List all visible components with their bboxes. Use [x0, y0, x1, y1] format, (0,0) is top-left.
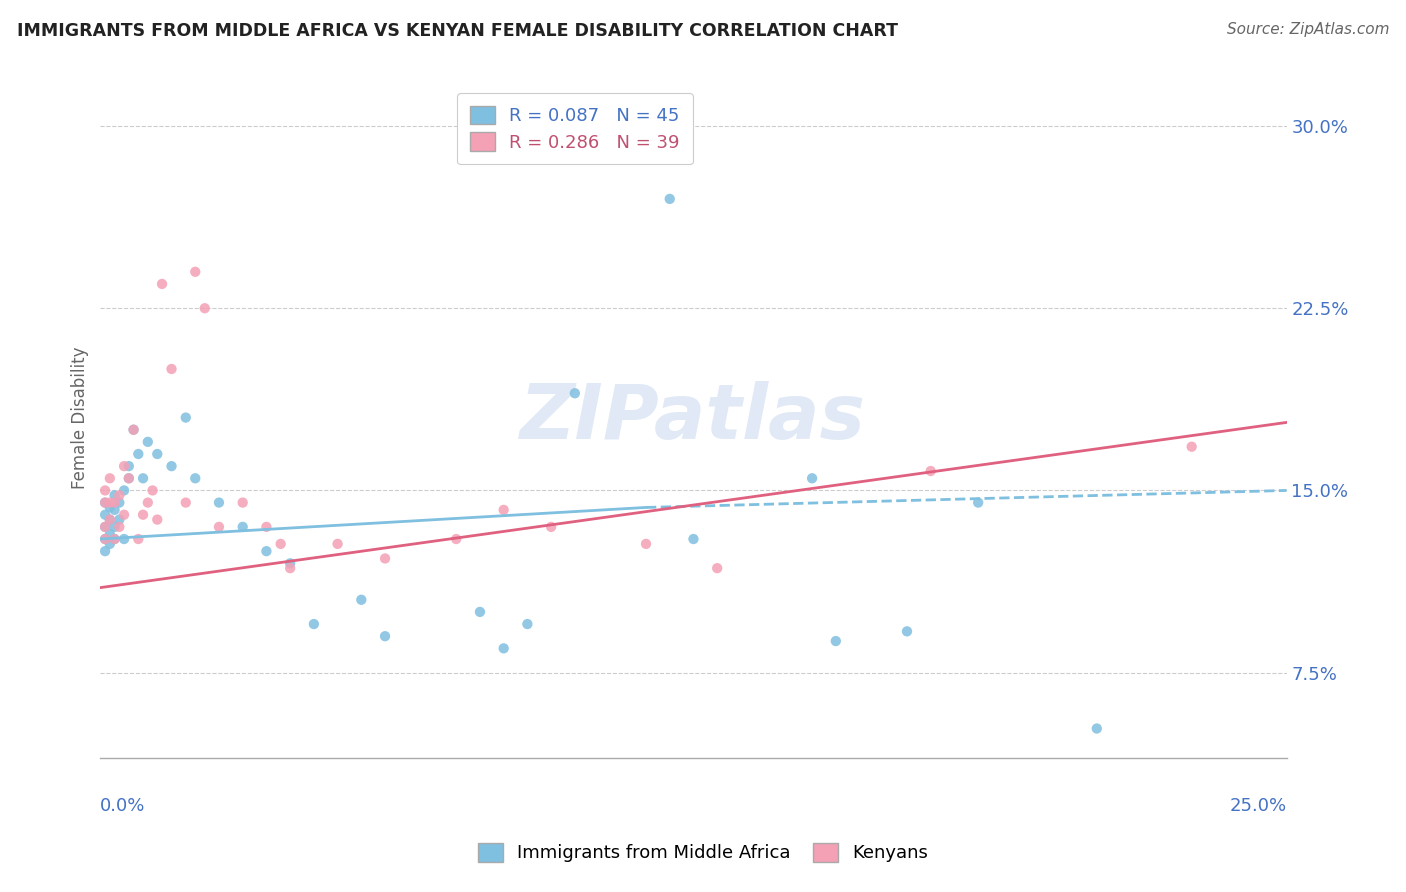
Point — [920, 464, 942, 478]
Point — [132, 508, 155, 522]
Point — [94, 520, 117, 534]
Point — [174, 410, 197, 425]
Point — [136, 434, 159, 449]
Point — [122, 423, 145, 437]
Point — [1181, 440, 1204, 454]
Point — [118, 459, 141, 474]
Point — [94, 508, 117, 522]
Point — [103, 532, 125, 546]
Point — [232, 495, 254, 509]
Point — [270, 537, 292, 551]
Point — [492, 641, 515, 656]
Point — [103, 503, 125, 517]
Point — [967, 495, 990, 509]
Legend: R = 0.087   N = 45, R = 0.286   N = 39: R = 0.087 N = 45, R = 0.286 N = 39 — [457, 94, 693, 164]
Point — [160, 362, 183, 376]
Point — [103, 488, 125, 502]
Point — [564, 386, 586, 401]
Point — [824, 634, 846, 648]
Text: Source: ZipAtlas.com: Source: ZipAtlas.com — [1226, 22, 1389, 37]
Point — [98, 527, 121, 541]
Point — [160, 459, 183, 474]
Point — [132, 471, 155, 485]
Point — [98, 513, 121, 527]
Point — [634, 537, 657, 551]
Point — [108, 495, 131, 509]
Point — [682, 532, 704, 546]
Point — [540, 520, 562, 534]
Point — [122, 423, 145, 437]
Point — [146, 447, 169, 461]
Point — [98, 500, 121, 515]
Text: ZIPatlas: ZIPatlas — [520, 381, 866, 455]
Point — [94, 532, 117, 546]
Point — [706, 561, 728, 575]
Point — [141, 483, 163, 498]
Point — [94, 483, 117, 498]
Point — [108, 520, 131, 534]
Point — [232, 520, 254, 534]
Point — [208, 520, 231, 534]
Point — [374, 551, 396, 566]
Point — [174, 495, 197, 509]
Point — [127, 532, 149, 546]
Point — [302, 617, 325, 632]
Point — [254, 520, 277, 534]
Point — [658, 192, 681, 206]
Point — [492, 503, 515, 517]
Text: 0.0%: 0.0% — [100, 797, 146, 814]
Point — [326, 537, 349, 551]
Point — [94, 495, 117, 509]
Point — [118, 471, 141, 485]
Point — [103, 495, 125, 509]
Point — [127, 447, 149, 461]
Point — [136, 495, 159, 509]
Point — [98, 471, 121, 485]
Point — [516, 617, 538, 632]
Point — [278, 557, 301, 571]
Y-axis label: Female Disability: Female Disability — [72, 346, 89, 489]
Point — [118, 471, 141, 485]
Point — [146, 513, 169, 527]
Point — [94, 520, 117, 534]
Point — [1085, 722, 1108, 736]
Point — [98, 495, 121, 509]
Point — [103, 532, 125, 546]
Point — [112, 508, 135, 522]
Point — [801, 471, 824, 485]
Point — [194, 301, 217, 316]
Point — [896, 624, 918, 639]
Point — [103, 520, 125, 534]
Point — [98, 513, 121, 527]
Point — [98, 537, 121, 551]
Text: 25.0%: 25.0% — [1229, 797, 1286, 814]
Point — [108, 488, 131, 502]
Point — [184, 471, 207, 485]
Point — [444, 532, 467, 546]
Point — [184, 265, 207, 279]
Point — [254, 544, 277, 558]
Point — [108, 513, 131, 527]
Point — [208, 495, 231, 509]
Point — [112, 483, 135, 498]
Point — [150, 277, 173, 291]
Legend: Immigrants from Middle Africa, Kenyans: Immigrants from Middle Africa, Kenyans — [471, 836, 935, 870]
Point — [374, 629, 396, 643]
Text: IMMIGRANTS FROM MIDDLE AFRICA VS KENYAN FEMALE DISABILITY CORRELATION CHART: IMMIGRANTS FROM MIDDLE AFRICA VS KENYAN … — [17, 22, 898, 40]
Point — [278, 561, 301, 575]
Point — [94, 544, 117, 558]
Point — [112, 459, 135, 474]
Point — [468, 605, 491, 619]
Point — [350, 592, 373, 607]
Point — [112, 532, 135, 546]
Point — [94, 495, 117, 509]
Point — [94, 532, 117, 546]
